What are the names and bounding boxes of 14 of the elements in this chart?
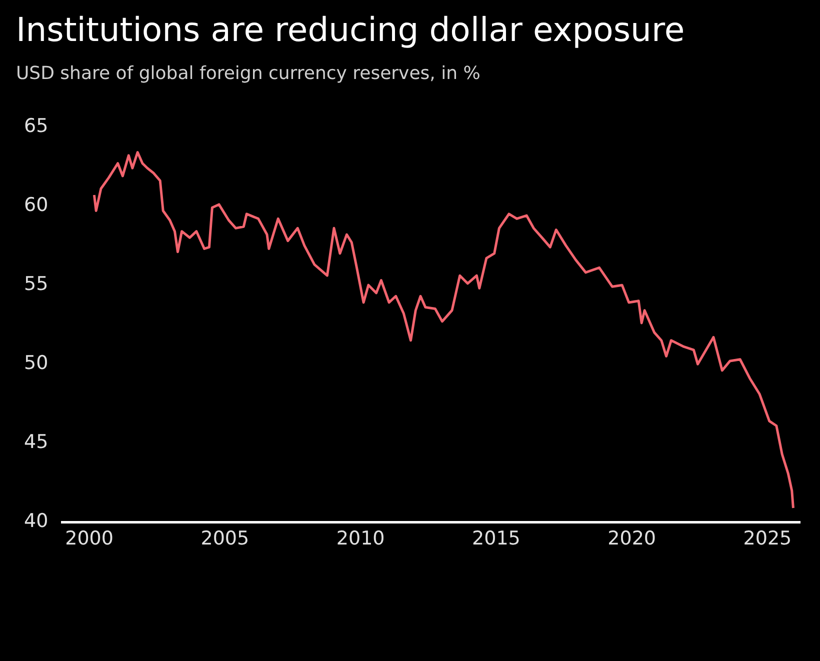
y-tick-label: 60	[24, 194, 48, 216]
x-tick-label: 2000	[65, 528, 114, 550]
y-tick-label: 50	[24, 352, 48, 374]
y-tick-label: 40	[24, 510, 48, 532]
x-tick-label: 2025	[743, 528, 792, 550]
y-tick-label: 55	[24, 273, 48, 296]
x-tick-label: 2005	[200, 528, 250, 550]
y-tick-label: 45	[24, 431, 48, 454]
x-tick-label: 2010	[336, 528, 385, 550]
chart-subtitle: USD share of global foreign currency reserves, in %	[16, 62, 482, 86]
x-tick-label: 2015	[472, 528, 520, 550]
y-tick-label: 65	[24, 114, 48, 137]
chart-title: Institutions are reducing dollar exposure	[16, 10, 686, 49]
x-tick-label: 2020	[608, 528, 656, 550]
